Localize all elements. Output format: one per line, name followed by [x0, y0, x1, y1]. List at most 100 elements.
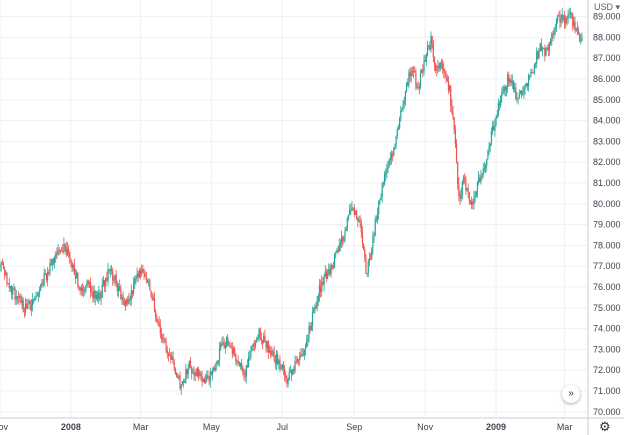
candle-body-up — [249, 356, 251, 358]
chart-settings-button[interactable]: ⚙ — [599, 420, 611, 433]
candle-body-down — [20, 296, 22, 303]
candle-body-down — [531, 71, 533, 74]
candle-body-up — [256, 338, 258, 343]
candle-body-down — [436, 69, 438, 71]
candle-body-down — [445, 75, 447, 77]
candle-body-down — [265, 341, 267, 348]
candle-body-down — [145, 276, 147, 281]
candle-body-up — [206, 375, 208, 381]
candle-body-up — [213, 367, 215, 371]
candle-body-down — [382, 183, 384, 185]
candle-body-up — [500, 96, 502, 106]
candle-body-down — [272, 350, 274, 353]
candle-body-down — [162, 338, 164, 340]
candle-body-up — [525, 83, 527, 87]
candle-body-up — [482, 168, 484, 175]
candle-body-up — [366, 273, 368, 274]
candle-body-up — [404, 91, 407, 101]
candle-body-down — [242, 367, 244, 373]
x-tick-label: 2009 — [486, 422, 506, 432]
candle-body-down — [498, 103, 501, 106]
candle-body-up — [416, 86, 418, 88]
x-tick-label: Nov — [0, 422, 8, 432]
candle-body-up — [503, 86, 505, 93]
candle-body-down — [174, 368, 177, 374]
candle-body-down — [182, 381, 185, 383]
candle-body-up — [49, 263, 51, 274]
time-axis: Nov 2008 Mar May Jul Sep Nov 2009 Mar — [0, 417, 624, 432]
candle-body-down — [544, 48, 546, 56]
candle-body-down — [200, 373, 202, 376]
candle-body-up — [257, 337, 259, 339]
candle-body-down — [520, 90, 523, 95]
candle-body-down — [559, 16, 561, 23]
candle-body-down — [467, 188, 469, 193]
candle-body-up — [225, 337, 228, 345]
candle-body-down — [547, 47, 549, 51]
candle-body-down — [415, 71, 417, 88]
candle-body-up — [57, 250, 59, 255]
y-tick-label: 75.000 — [593, 303, 621, 313]
candle-body-up — [0, 262, 2, 266]
candle-body-down — [504, 86, 506, 90]
candle-body-up — [505, 86, 508, 90]
candle-body-down — [315, 306, 317, 308]
candle-body-up — [345, 228, 347, 232]
candle-body-up — [289, 370, 292, 372]
candle-body-down — [92, 291, 94, 299]
candle-body-up — [514, 87, 516, 90]
candle-body-up — [301, 354, 303, 357]
candle-body-up — [66, 248, 68, 255]
candle-body-up — [310, 325, 312, 331]
candle-body-up — [346, 218, 348, 229]
candle-body-down — [106, 277, 108, 281]
candle-body-down — [33, 299, 35, 301]
candle-body-down — [17, 297, 20, 299]
candle-body-up — [423, 60, 425, 72]
candle-body-up — [373, 235, 375, 237]
candle-body-down — [566, 18, 568, 20]
candle-body-down — [244, 373, 246, 377]
candle-body-up — [555, 21, 558, 28]
candle-body-up — [378, 200, 380, 214]
candle-body-up — [523, 88, 525, 93]
candle-body-up — [278, 360, 280, 365]
candle-body-up — [471, 201, 473, 205]
candle-body-down — [16, 296, 19, 298]
candle-body-down — [293, 369, 295, 371]
candle-body-down — [417, 86, 419, 88]
candle-body-up — [268, 350, 271, 353]
candle-body-down — [139, 270, 142, 275]
candle-body-up — [390, 154, 393, 159]
candle-body-down — [392, 154, 394, 156]
candle-body-down — [156, 317, 158, 323]
candle-body-up — [84, 289, 86, 292]
candle-body-down — [119, 286, 121, 290]
candle-body-up — [387, 165, 389, 169]
currency-selector[interactable]: USD ▾ — [594, 2, 620, 13]
candle-body-down — [77, 272, 79, 286]
candle-body-down — [115, 275, 117, 284]
candle-body-down — [479, 177, 481, 183]
x-tick-label: 2008 — [61, 422, 81, 432]
candle-body-down — [150, 290, 152, 296]
candle-body-up — [252, 344, 254, 347]
candle-body-up — [192, 372, 194, 373]
x-tick-label: Mar — [557, 422, 573, 432]
scroll-to-latest-button[interactable]: » — [562, 385, 580, 403]
candle-body-up — [35, 296, 37, 298]
candle-body-down — [201, 375, 203, 383]
candle-body-down — [493, 126, 495, 131]
candle-body-up — [494, 124, 496, 131]
candle-body-down — [227, 337, 229, 346]
candle-body-down — [45, 273, 48, 280]
candle-body-up — [487, 150, 489, 160]
candle-body-down — [94, 290, 96, 299]
candle-body-up — [483, 168, 486, 170]
candle-body-up — [38, 290, 41, 294]
candle-body-down — [90, 282, 92, 292]
candle-body-down — [48, 271, 50, 274]
candle-body-up — [533, 64, 535, 73]
candle-body-up — [410, 71, 412, 77]
